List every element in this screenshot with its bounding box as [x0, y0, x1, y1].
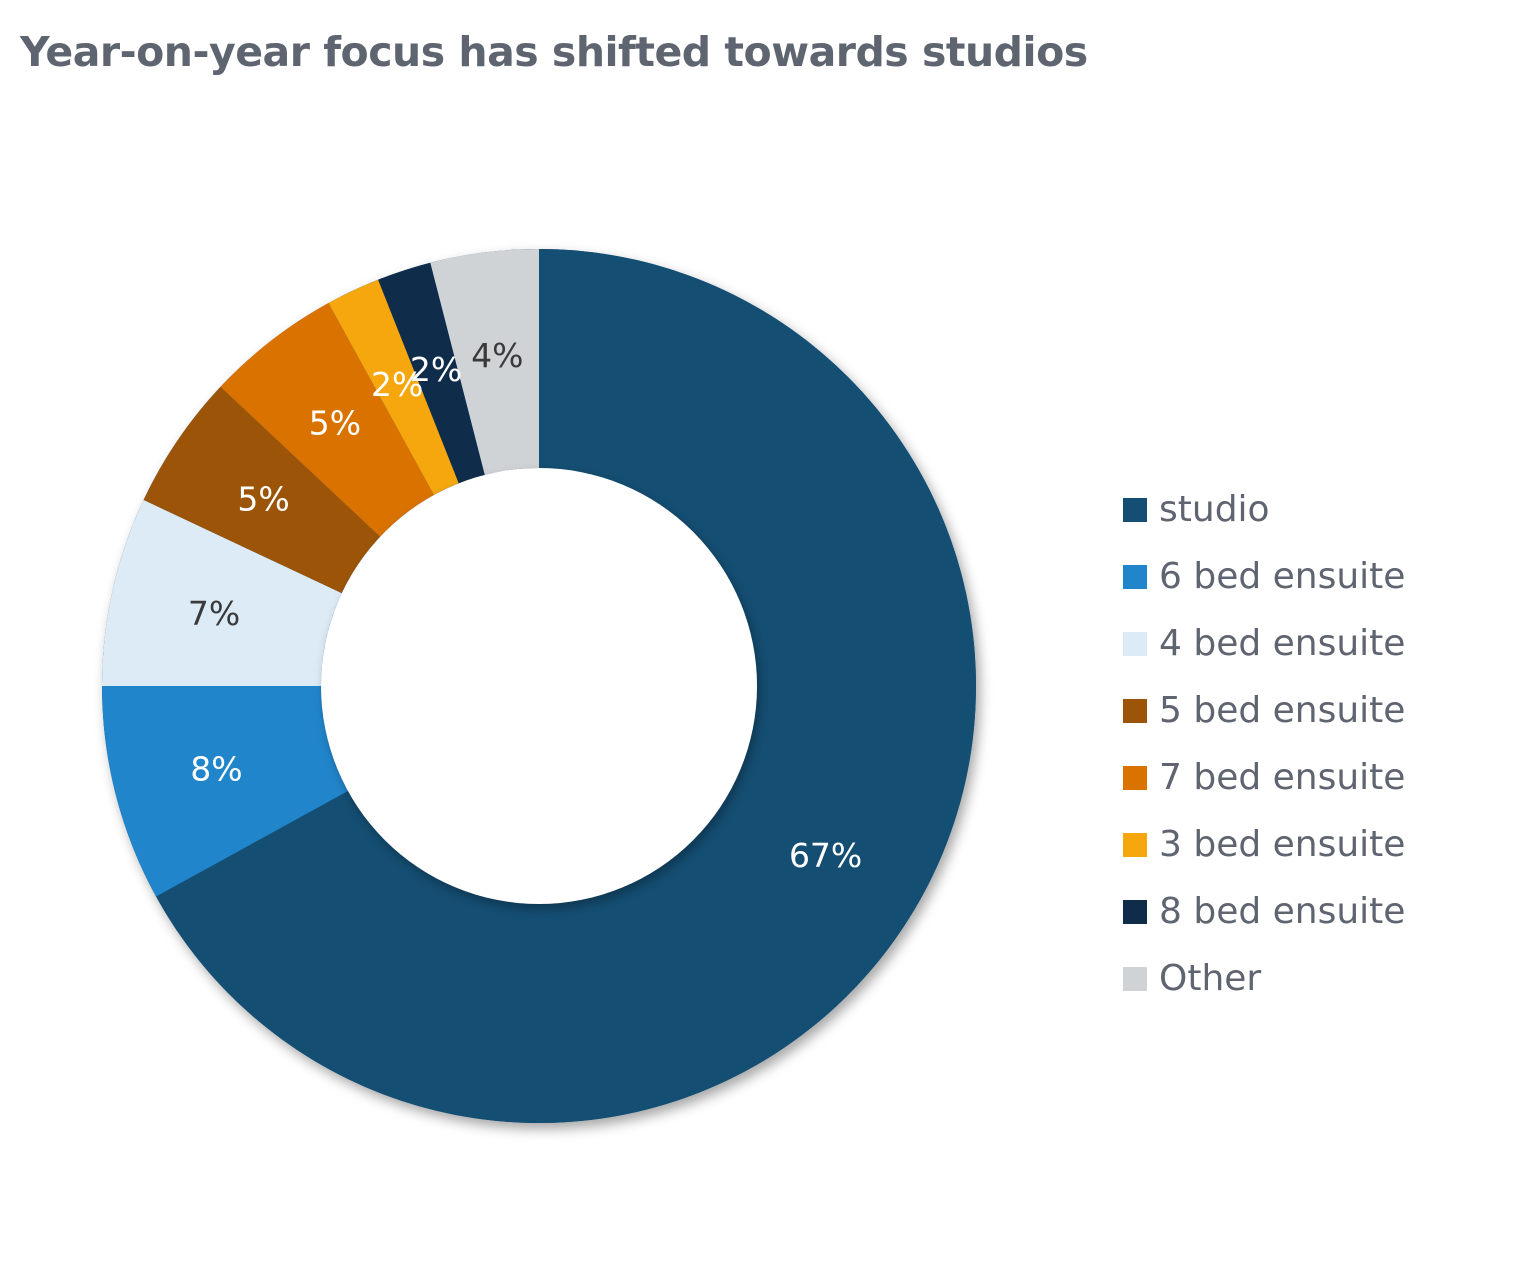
legend-swatch	[1123, 631, 1147, 656]
slice-studio	[156, 249, 977, 1123]
legend-swatch	[1123, 832, 1147, 857]
legend-swatch	[1123, 966, 1147, 991]
legend-item: 8 bed ensuite	[1123, 878, 1405, 945]
slice-7-bed-ensuite	[220, 303, 434, 537]
slice-label-3-bed-ensuite: 2%	[371, 365, 423, 404]
legend-item: 4 bed ensuite	[1123, 610, 1405, 677]
slice-6-bed-ensuite	[102, 686, 348, 897]
donut-hole	[321, 468, 757, 904]
donut-slices	[102, 249, 977, 1123]
legend-item: Other	[1123, 945, 1405, 1012]
slice-8-bed-ensuite	[378, 262, 485, 484]
slice-label-4-bed-ensuite: 7%	[188, 594, 240, 633]
donut-slice-labels: 67%8%7%5%5%2%2% 4%	[188, 336, 862, 875]
legend-label: studio	[1159, 489, 1270, 530]
slice-label-7-bed-ensuite: 5%	[309, 403, 361, 442]
legend-item: 5 bed ensuite	[1123, 677, 1405, 744]
slice-label-5-bed-ensuite: 5%	[237, 479, 289, 518]
legend-label: 4 bed ensuite	[1159, 623, 1406, 664]
legend-swatch	[1123, 765, 1147, 790]
legend-label: 7 bed ensuite	[1159, 757, 1406, 798]
legend-item: 6 bed ensuite	[1123, 543, 1405, 610]
slice-label-other: 4%	[471, 336, 523, 375]
slice-other	[430, 249, 539, 475]
legend-swatch	[1123, 564, 1147, 589]
slice-3-bed-ensuite	[328, 279, 459, 495]
legend-swatch	[1123, 698, 1147, 723]
slice-label-studio: 67%	[789, 836, 862, 875]
legend-label: 3 bed ensuite	[1159, 824, 1406, 865]
chart-title: Year-on-year focus has shifted towards s…	[20, 28, 1088, 76]
legend-item: studio	[1123, 476, 1405, 543]
slice-4-bed-ensuite	[102, 499, 342, 686]
legend-swatch	[1123, 899, 1147, 924]
legend-item: 7 bed ensuite	[1123, 744, 1405, 811]
chart-legend: studio 6 bed ensuite 4 bed ensuite 5 bed en…	[1123, 476, 1405, 1012]
slice-label-6-bed-ensuite: 8%	[190, 749, 242, 788]
legend-label: 6 bed ensuite	[1159, 556, 1406, 597]
legend-label: Other	[1159, 958, 1262, 999]
legend-label: 8 bed ensuite	[1159, 891, 1406, 932]
legend-label: 5 bed ensuite	[1159, 690, 1406, 731]
legend-swatch	[1123, 497, 1147, 522]
legend-item: 3 bed ensuite	[1123, 811, 1405, 878]
slice-label-8-bed-ensuite: 2%	[410, 350, 462, 389]
slice-5-bed-ensuite	[143, 386, 381, 594]
